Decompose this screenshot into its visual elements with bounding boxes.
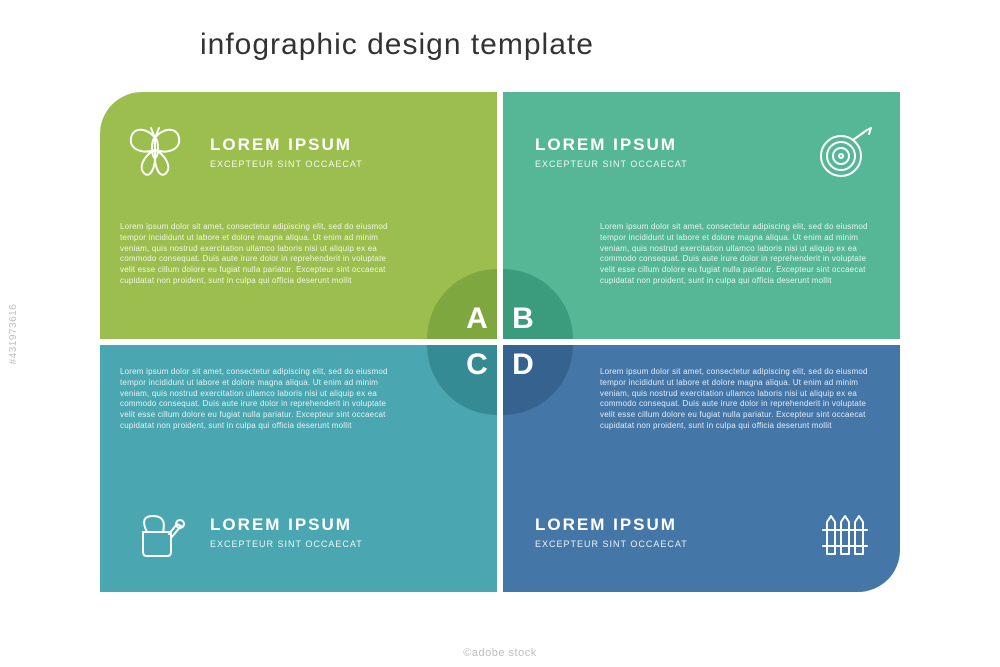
panel-d-heading: LOREM IPSUM <box>535 515 790 535</box>
panel-b-body: Lorem ipsum dolor sit amet, consectetur … <box>600 222 880 287</box>
page-title: infographic design template <box>200 28 594 62</box>
panel-a: LOREM IPSUM EXCEPTEUR SINT OCCAECAT Lore… <box>100 92 497 339</box>
panel-b-heading: LOREM IPSUM <box>535 135 790 155</box>
panel-d-body: Lorem ipsum dolor sit amet, consectetur … <box>600 367 880 432</box>
panel-c-subheading: EXCEPTEUR SINT OCCAECAT <box>210 539 497 549</box>
hose-reel-icon <box>790 124 900 180</box>
watering-can-icon <box>100 504 210 560</box>
panel-a-letter: A <box>466 302 488 336</box>
fence-icon <box>790 504 900 560</box>
panel-b-badge: B <box>503 269 573 339</box>
panel-c-letter: C <box>466 348 488 382</box>
panel-c-body: Lorem ipsum dolor sit amet, consectetur … <box>120 367 400 432</box>
watermark-bottom: ©adobe stock <box>0 647 1000 659</box>
panel-c-header: LOREM IPSUM EXCEPTEUR SINT OCCAECAT <box>100 472 497 592</box>
panel-c-heading: LOREM IPSUM <box>210 515 497 535</box>
panel-d: Lorem ipsum dolor sit amet, consectetur … <box>503 345 900 592</box>
panel-d-letter: D <box>512 348 534 382</box>
panel-b: LOREM IPSUM EXCEPTEUR SINT OCCAECAT Lore… <box>503 92 900 339</box>
panel-b-letter: B <box>512 302 534 336</box>
panel-c-badge: C <box>427 345 497 415</box>
panel-c: Lorem ipsum dolor sit amet, consectetur … <box>100 345 497 592</box>
panel-d-header: LOREM IPSUM EXCEPTEUR SINT OCCAECAT <box>503 472 900 592</box>
panel-a-heading: LOREM IPSUM <box>210 135 497 155</box>
panel-a-body: Lorem ipsum dolor sit amet, consectetur … <box>120 222 400 287</box>
panel-b-subheading: EXCEPTEUR SINT OCCAECAT <box>535 159 790 169</box>
panel-a-subheading: EXCEPTEUR SINT OCCAECAT <box>210 159 497 169</box>
panel-a-header: LOREM IPSUM EXCEPTEUR SINT OCCAECAT <box>100 92 497 212</box>
watermark-side: #431973616 <box>8 303 19 364</box>
panel-d-badge: D <box>503 345 573 415</box>
panel-a-badge: A <box>427 269 497 339</box>
butterfly-icon <box>100 124 210 180</box>
panel-b-header: LOREM IPSUM EXCEPTEUR SINT OCCAECAT <box>503 92 900 212</box>
panel-d-subheading: EXCEPTEUR SINT OCCAECAT <box>535 539 790 549</box>
panel-grid: LOREM IPSUM EXCEPTEUR SINT OCCAECAT Lore… <box>100 92 900 592</box>
